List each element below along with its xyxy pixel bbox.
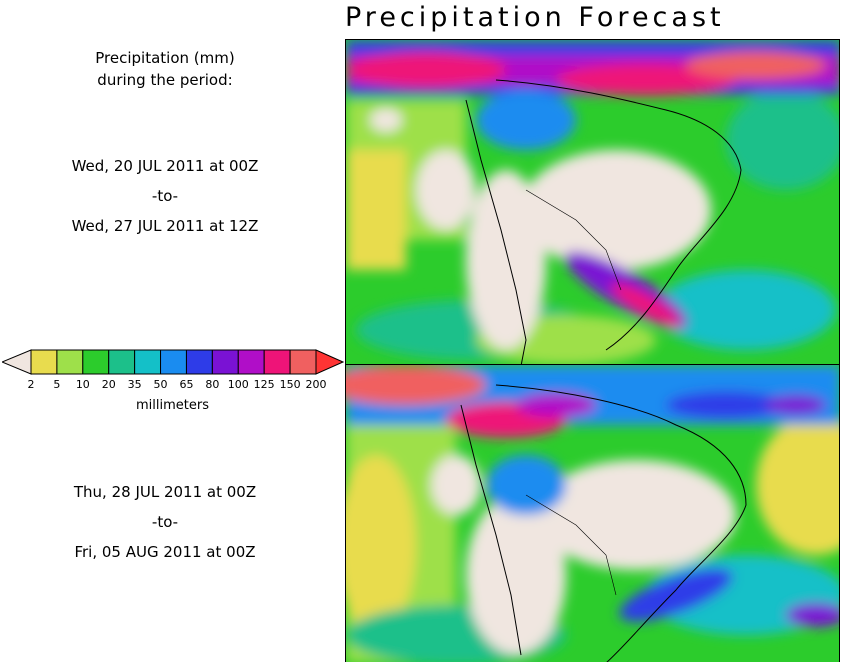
intro-line-2: during the period: <box>97 71 233 89</box>
period-1-to: -to- <box>151 187 179 205</box>
legend-unit-label: millimeters <box>136 398 209 413</box>
legend-color-box <box>289 349 317 375</box>
legend-color-box <box>134 349 162 375</box>
legend-tick-label: 20 <box>101 378 116 391</box>
legend-overflow-arrow <box>315 349 344 375</box>
coastline-1 <box>465 99 527 364</box>
legend-color-box <box>30 349 58 375</box>
legend-color-box <box>185 349 213 375</box>
coastline-2 <box>460 404 522 656</box>
legend-tick-label: 2 <box>27 378 35 391</box>
legend-color-box <box>211 349 239 375</box>
color-legend-bar <box>2 349 344 375</box>
period-1-end: Wed, 27 JUL 2011 at 12Z <box>71 217 259 235</box>
legend-color-box <box>160 349 187 375</box>
period-2-to: -to- <box>151 513 179 531</box>
period-2-end: Fri, 05 AUG 2011 at 00Z <box>74 543 256 561</box>
period-1-label: Wed, 20 JUL 2011 at 00Z -to- Wed, 27 JUL… <box>0 151 330 241</box>
precip-map-1 <box>346 40 839 364</box>
period-2-start: Thu, 28 JUL 2011 at 00Z <box>73 483 257 501</box>
legend-tick-label: 35 <box>127 378 142 391</box>
forecast-map-week-2 <box>345 364 840 662</box>
legend-tick-label: 125 <box>253 378 275 391</box>
legend-tick-label: 10 <box>75 378 90 391</box>
precip-map-2 <box>346 365 839 662</box>
page-title: Precipitation Forecast <box>345 2 725 33</box>
legend-color-box <box>108 349 136 375</box>
forecast-map-week-1 <box>345 39 840 365</box>
intro-line-1: Precipitation (mm) <box>95 49 235 67</box>
legend-tick-label: 200 <box>305 378 327 391</box>
legend-tick-labels: 2 5 10 20 35 50 65 80 100 125 150 200 <box>0 378 345 394</box>
legend-color-box <box>82 349 110 375</box>
legend-tick-label: 80 <box>205 378 220 391</box>
legend-tick-label: 150 <box>279 378 301 391</box>
period-2-label: Thu, 28 JUL 2011 at 00Z -to- Fri, 05 AUG… <box>0 477 330 567</box>
legend-color-box <box>237 349 265 375</box>
legend-color-box <box>263 349 291 375</box>
legend-tick-label: 100 <box>227 378 249 391</box>
legend-tick-label: 65 <box>179 378 194 391</box>
legend-tick-label: 5 <box>53 378 61 391</box>
legend-tick-label: 50 <box>153 378 168 391</box>
legend-underflow-arrow <box>2 349 32 375</box>
intro-text: Precipitation (mm) during the period: <box>0 47 330 91</box>
period-1-start: Wed, 20 JUL 2011 at 00Z <box>71 157 259 175</box>
legend-color-box <box>56 349 84 375</box>
